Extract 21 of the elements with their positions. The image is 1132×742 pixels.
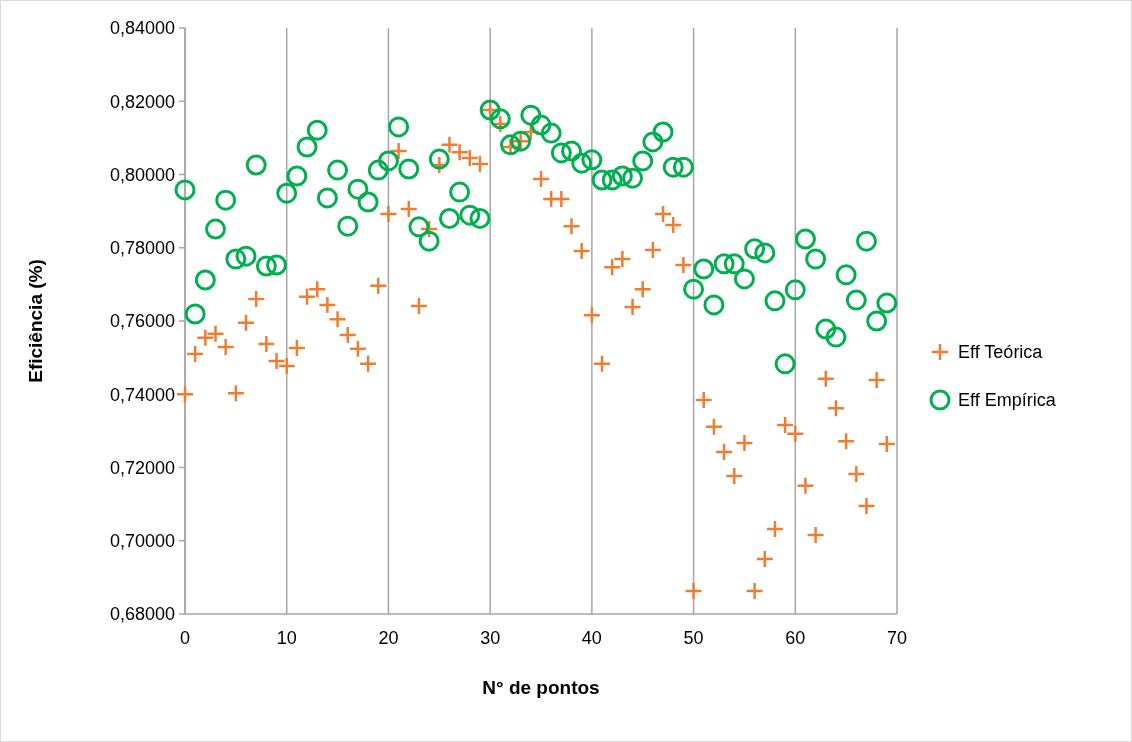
y-tick-label: 0,68000 — [109, 604, 175, 625]
y-tick-label: 0,80000 — [109, 164, 175, 185]
legend-label: Eff Teórica — [958, 342, 1044, 363]
legend-label: Eff Empírica — [958, 390, 1057, 411]
x-tick-label: 20 — [378, 628, 399, 648]
x-tick-label: 30 — [480, 628, 501, 648]
y-tick-label: 0,78000 — [109, 238, 175, 259]
y-tick-label: 0,76000 — [109, 311, 175, 332]
y-axis-title: Eficiência (%) — [25, 259, 46, 383]
x-tick-label: 60 — [785, 628, 806, 648]
x-tick-label: 0 — [179, 628, 191, 648]
y-tick-label: 0,82000 — [109, 91, 175, 112]
x-tick-label: 10 — [276, 628, 297, 648]
y-tick-label: 0,84000 — [109, 18, 175, 39]
y-tick-label: 0,74000 — [109, 384, 175, 405]
x-axis-title: N° de pontos — [482, 677, 600, 698]
x-tick-label: 70 — [886, 628, 908, 648]
y-tick-label: 0,70000 — [109, 531, 175, 552]
x-tick-label: 40 — [581, 628, 602, 648]
y-tick-label: 0,72000 — [109, 457, 175, 478]
x-tick-label: 50 — [683, 628, 704, 648]
